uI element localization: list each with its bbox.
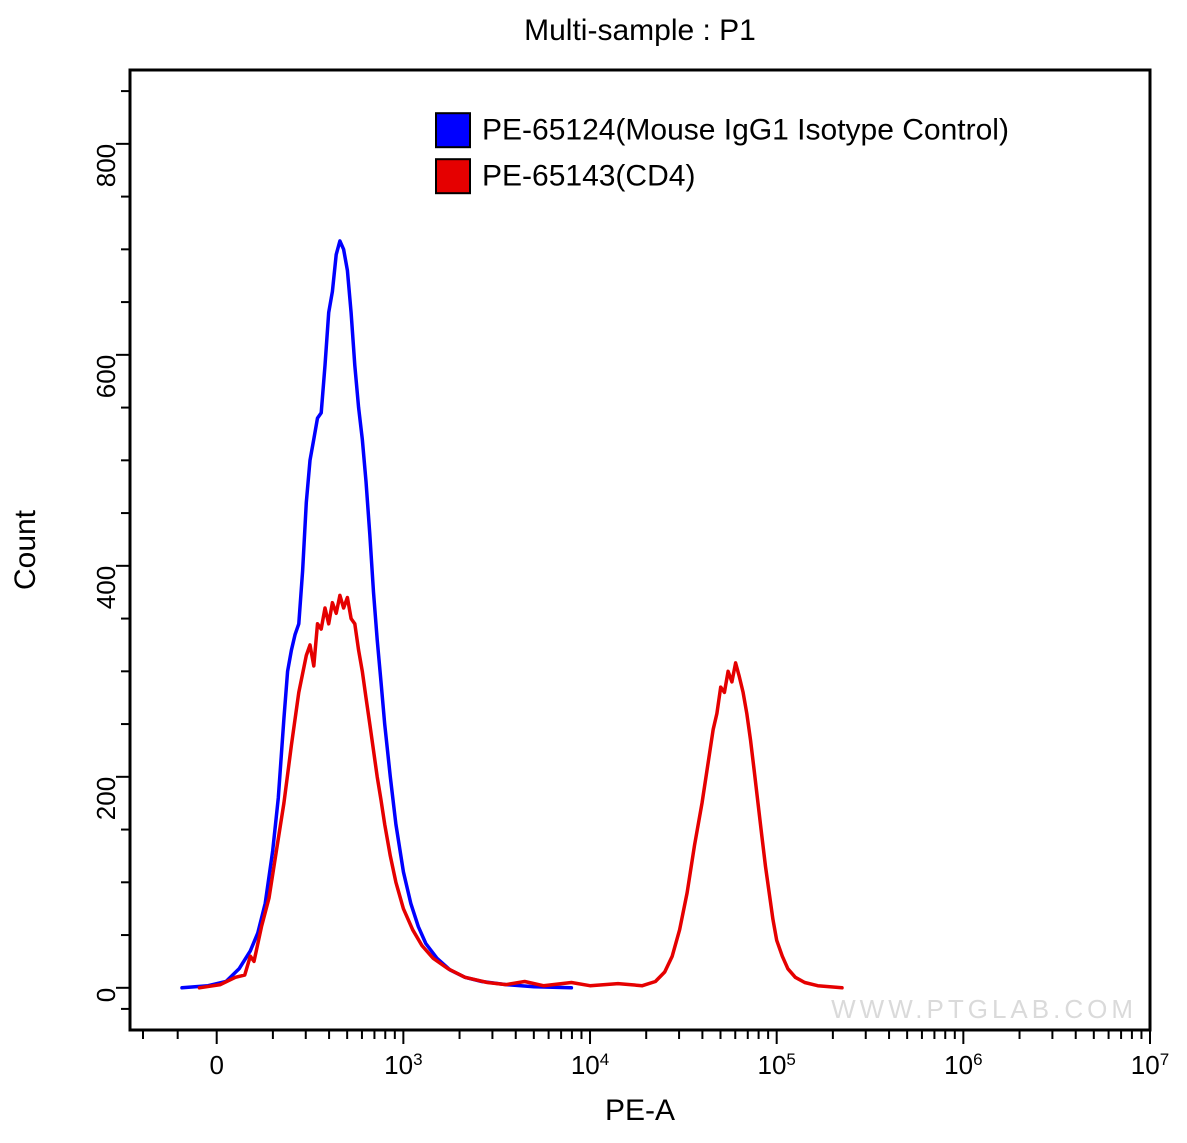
svg-text:Multi-sample : P1: Multi-sample : P1 (524, 14, 756, 47)
svg-text:PE-65124(Mouse IgG1 Isotype Co: PE-65124(Mouse IgG1 Isotype Control) (482, 114, 1009, 147)
svg-text:800: 800 (91, 144, 121, 187)
chart-svg: Multi-sample : P10200400600800Count01031… (0, 0, 1187, 1143)
svg-text:0: 0 (209, 1050, 223, 1080)
svg-text:PE-65143(CD4): PE-65143(CD4) (482, 160, 695, 193)
svg-text:200: 200 (91, 777, 121, 820)
svg-text:PE-A: PE-A (605, 1094, 675, 1127)
svg-text:0: 0 (91, 988, 121, 1002)
svg-text:400: 400 (91, 566, 121, 609)
svg-text:Count: Count (9, 509, 42, 590)
svg-text:600: 600 (91, 355, 121, 398)
flow-cytometry-histogram: Multi-sample : P10200400600800Count01031… (0, 0, 1187, 1143)
